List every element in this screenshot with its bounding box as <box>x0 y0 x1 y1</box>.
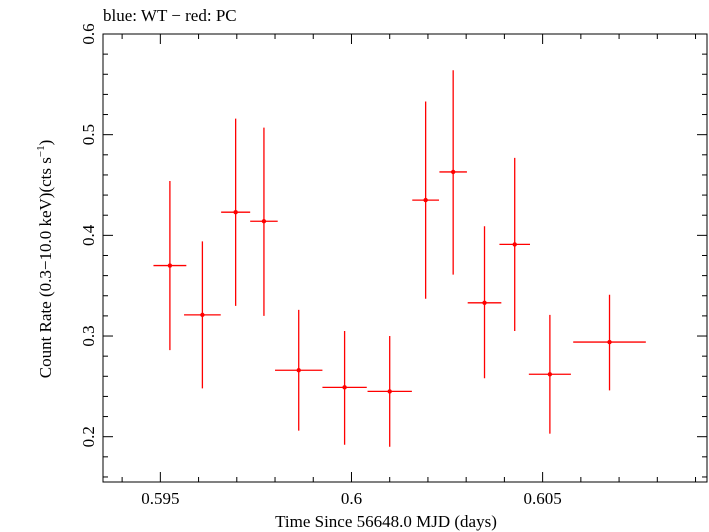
point-marker <box>342 385 347 390</box>
y-axis-label-superscript: −1 <box>35 145 47 157</box>
x-axis-label: Time Since 56648.0 MJD (days) <box>275 512 497 531</box>
point-marker <box>233 209 238 215</box>
data-point <box>275 309 323 431</box>
point-marker <box>200 312 205 318</box>
point-marker <box>482 300 487 305</box>
point-marker <box>512 242 517 247</box>
y-tick-label: 0.4 <box>79 224 98 246</box>
y-axis-ticks <box>103 33 707 478</box>
data-point <box>367 336 412 447</box>
data-point <box>153 180 187 351</box>
x-tick-label: 0.605 <box>523 489 561 508</box>
plot-frame <box>102 33 708 483</box>
y-axis-label-close: ) <box>36 140 55 146</box>
data-point <box>439 70 467 275</box>
x-tick-label: 0.595 <box>141 489 179 508</box>
y-axis-tick-labels: 0.2 0.3 0.4 0.5 0.6 <box>79 23 98 447</box>
y-tick-label: 0.5 <box>79 124 98 145</box>
data-point <box>573 294 646 391</box>
y-tick-label: 0.2 <box>79 426 98 447</box>
data-point <box>322 330 367 445</box>
x-tick-label: 0.6 <box>341 489 362 508</box>
data-point <box>184 241 221 389</box>
point-marker <box>296 368 301 373</box>
point-marker <box>261 219 267 224</box>
point-marker <box>387 389 392 394</box>
y-axis-label: Count Rate (0.3−10.0 keV)(cts s−1) <box>35 140 55 379</box>
data-point <box>221 118 251 306</box>
point-marker <box>450 169 456 175</box>
point-marker <box>167 263 173 268</box>
x-axis-tick-labels: 0.595 0.6 0.605 <box>141 489 562 508</box>
y-tick-label: 0.6 <box>79 23 98 44</box>
y-axis-label-main: Count Rate (0.3−10.0 keV)(cts s <box>36 157 55 378</box>
data-point <box>250 127 278 316</box>
data-point <box>412 101 440 299</box>
data-point <box>528 314 571 434</box>
x-axis-ticks <box>121 34 697 482</box>
chart-title: blue: WT − red: PC <box>103 6 237 25</box>
data-points <box>153 70 646 447</box>
data-point <box>467 226 502 379</box>
point-marker <box>423 197 428 203</box>
point-marker <box>607 339 612 345</box>
data-point <box>499 157 531 331</box>
point-marker <box>547 372 553 377</box>
y-tick-label: 0.3 <box>79 325 98 346</box>
